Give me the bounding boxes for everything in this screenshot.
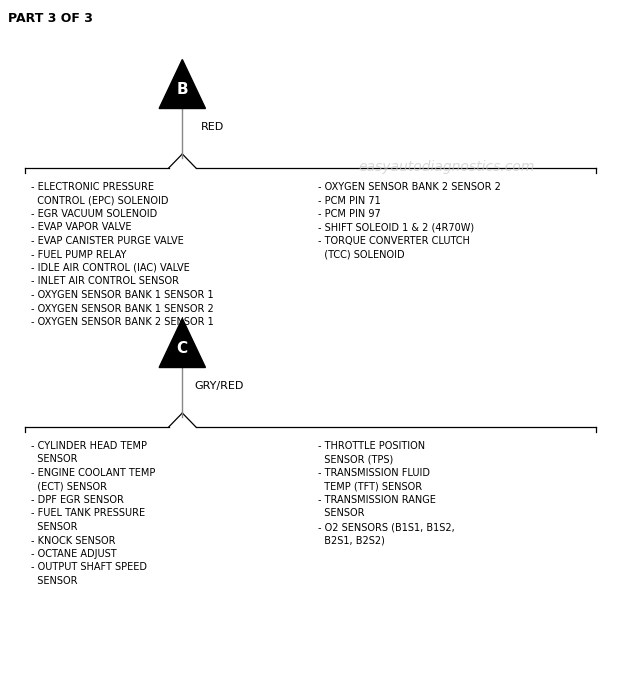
Text: - TRANSMISSION RANGE: - TRANSMISSION RANGE xyxy=(318,495,436,505)
Text: - OXYGEN SENSOR BANK 2 SENSOR 1: - OXYGEN SENSOR BANK 2 SENSOR 1 xyxy=(31,317,214,327)
Text: - ELECTRONIC PRESSURE: - ELECTRONIC PRESSURE xyxy=(31,182,154,192)
Text: - THROTTLE POSITION: - THROTTLE POSITION xyxy=(318,441,425,451)
Text: - FUEL PUMP RELAY: - FUEL PUMP RELAY xyxy=(31,249,126,260)
Text: TEMP (TFT) SENSOR: TEMP (TFT) SENSOR xyxy=(318,482,422,491)
Text: - OXYGEN SENSOR BANK 1 SENSOR 2: - OXYGEN SENSOR BANK 1 SENSOR 2 xyxy=(31,304,214,314)
Text: - PCM PIN 97: - PCM PIN 97 xyxy=(318,209,381,219)
Text: - PCM PIN 71: - PCM PIN 71 xyxy=(318,195,381,206)
Text: - FUEL TANK PRESSURE: - FUEL TANK PRESSURE xyxy=(31,508,145,519)
Polygon shape xyxy=(159,60,205,108)
Text: easyautodiagnostics.com: easyautodiagnostics.com xyxy=(358,160,535,174)
Text: - TORQUE CONVERTER CLUTCH: - TORQUE CONVERTER CLUTCH xyxy=(318,236,470,246)
Text: SENSOR: SENSOR xyxy=(318,508,365,519)
Text: (TCC) SOLENOID: (TCC) SOLENOID xyxy=(318,249,405,260)
Text: - ENGINE COOLANT TEMP: - ENGINE COOLANT TEMP xyxy=(31,468,155,478)
Text: - EGR VACUUM SOLENOID: - EGR VACUUM SOLENOID xyxy=(31,209,157,219)
Text: - OUTPUT SHAFT SPEED: - OUTPUT SHAFT SPEED xyxy=(31,563,147,573)
Text: - KNOCK SENSOR: - KNOCK SENSOR xyxy=(31,536,116,545)
Text: C: C xyxy=(177,342,188,356)
Text: - OXYGEN SENSOR BANK 2 SENSOR 2: - OXYGEN SENSOR BANK 2 SENSOR 2 xyxy=(318,182,501,192)
Text: - EVAP CANISTER PURGE VALVE: - EVAP CANISTER PURGE VALVE xyxy=(31,236,184,246)
Text: RED: RED xyxy=(201,122,224,132)
Text: - INLET AIR CONTROL SENSOR: - INLET AIR CONTROL SENSOR xyxy=(31,276,179,286)
Text: PART 3 OF 3: PART 3 OF 3 xyxy=(8,12,93,25)
Text: - SHIFT SOLEOID 1 & 2 (4R70W): - SHIFT SOLEOID 1 & 2 (4R70W) xyxy=(318,223,475,232)
Text: - OXYGEN SENSOR BANK 1 SENSOR 1: - OXYGEN SENSOR BANK 1 SENSOR 1 xyxy=(31,290,214,300)
Text: B2S1, B2S2): B2S1, B2S2) xyxy=(318,536,385,545)
Text: SENSOR: SENSOR xyxy=(31,576,77,586)
Text: SENSOR: SENSOR xyxy=(31,522,77,532)
Text: GRY/RED: GRY/RED xyxy=(195,382,244,391)
Text: - DPF EGR SENSOR: - DPF EGR SENSOR xyxy=(31,495,124,505)
Text: - CYLINDER HEAD TEMP: - CYLINDER HEAD TEMP xyxy=(31,441,147,451)
Text: - IDLE AIR CONTROL (IAC) VALVE: - IDLE AIR CONTROL (IAC) VALVE xyxy=(31,263,190,273)
Text: - EVAP VAPOR VALVE: - EVAP VAPOR VALVE xyxy=(31,223,132,232)
Text: SENSOR: SENSOR xyxy=(31,454,77,465)
Text: - TRANSMISSION FLUID: - TRANSMISSION FLUID xyxy=(318,468,430,478)
Polygon shape xyxy=(159,318,205,368)
Text: - O2 SENSORS (B1S1, B1S2,: - O2 SENSORS (B1S1, B1S2, xyxy=(318,522,455,532)
Text: CONTROL (EPC) SOLENOID: CONTROL (EPC) SOLENOID xyxy=(31,195,168,206)
Text: - OCTANE ADJUST: - OCTANE ADJUST xyxy=(31,549,117,559)
Text: B: B xyxy=(177,83,188,97)
Text: SENSOR (TPS): SENSOR (TPS) xyxy=(318,454,394,465)
Text: (ECT) SENSOR: (ECT) SENSOR xyxy=(31,482,107,491)
